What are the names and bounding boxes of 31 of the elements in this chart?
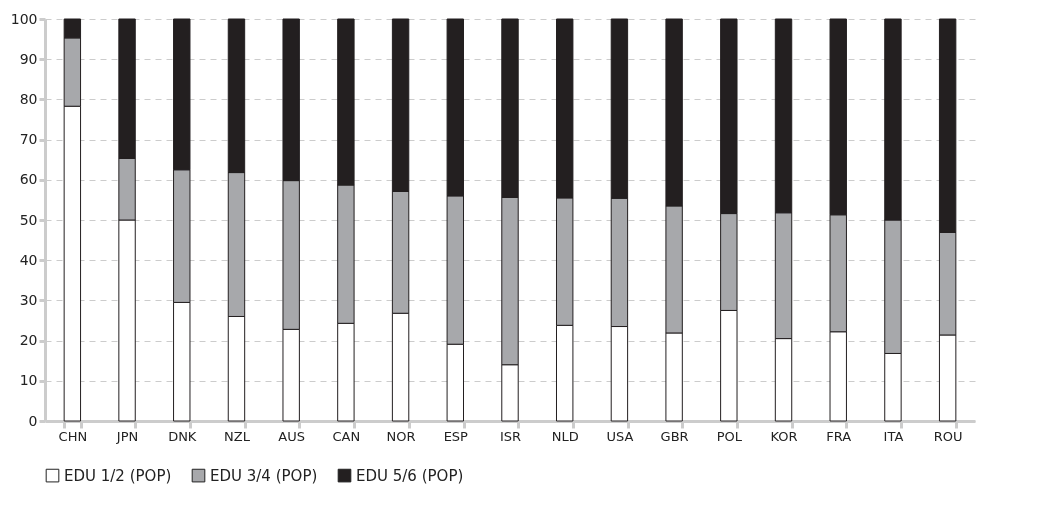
x-tick-label: FRA [826,428,852,444]
y-tick-label: 20 [19,332,38,349]
x-tick-label: ISR [499,428,522,444]
legend-label: EDU 3/4 (POP) [210,466,318,485]
x-tick-label: ITA [883,428,904,444]
y-tick-label: 70 [19,131,38,148]
x-tick-label: CHN [58,428,88,444]
x-tick-label: CAN [332,428,361,444]
y-tick-label: 40 [19,251,38,268]
x-tick-label: USA [606,428,634,444]
x-tick-label: ROU [933,428,963,444]
y-tick-label: 80 [19,90,38,107]
y-tick-label: 90 [19,50,38,67]
x-tick-label: KOR [770,428,798,444]
x-tick-label: AUS [278,428,306,444]
y-tick-label: 60 [19,171,38,188]
y-tick-label: 50 [19,211,38,228]
x-tick-label: GBR [660,428,689,444]
x-tick-label: NZL [224,428,251,444]
x-tick-label: ESP [443,428,469,444]
x-tick-label: POL [716,428,743,444]
legend-label: EDU 1/2 (POP) [64,466,172,485]
legend-label: EDU 5/6 (POP) [356,466,464,485]
x-tick-label: NLD [551,428,579,444]
y-tick-label: 30 [19,291,38,308]
y-tick-label: 0 [28,412,38,429]
y-tick-label: 100 [10,10,38,27]
y-tick-label: 10 [19,372,38,389]
x-tick-label: JPN [115,428,139,444]
x-tick-label: NOR [386,428,416,444]
x-tick-label: DNK [168,428,197,444]
